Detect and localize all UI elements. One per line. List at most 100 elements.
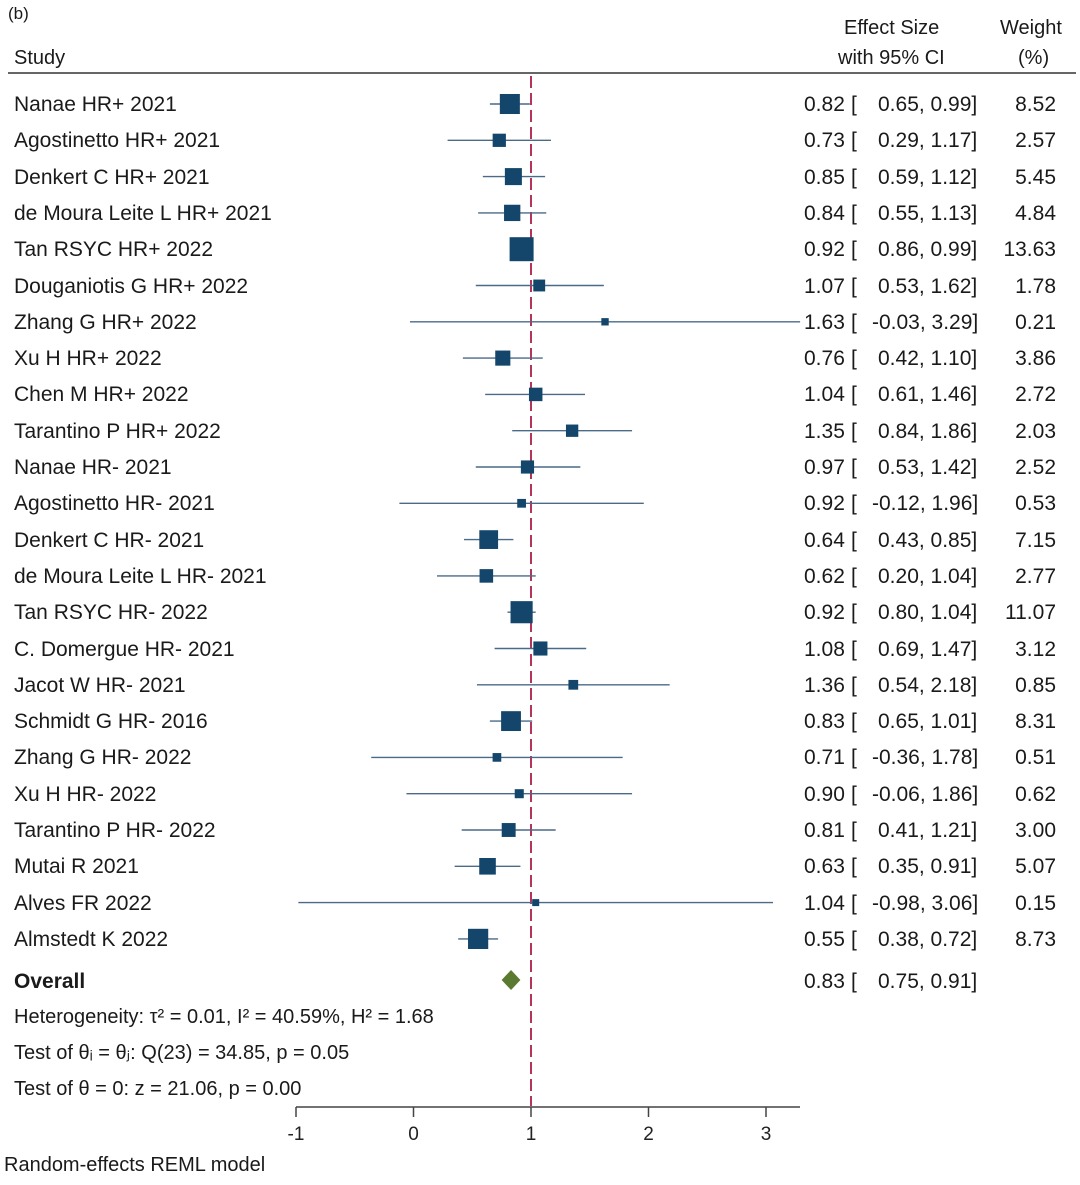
ci-open-bracket: [: [851, 310, 857, 334]
study-marker: [492, 753, 502, 762]
weight: 2.57: [1015, 129, 1056, 153]
ci-open-bracket: [: [851, 564, 857, 588]
ci-open-bracket: [: [851, 347, 857, 371]
weight: 3.12: [1015, 637, 1056, 661]
confidence-interval: 0.84, 1.86]: [878, 419, 978, 443]
effect-size: 0.76: [804, 347, 845, 371]
confidence-interval: 0.59, 1.12]: [878, 165, 978, 189]
study-marker: [533, 279, 546, 292]
study-marker: [499, 93, 520, 115]
ci-open-bracket: [: [851, 855, 857, 879]
study-marker: [510, 601, 533, 624]
effect-size: 1.04: [804, 383, 845, 407]
weight: 2.72: [1015, 383, 1056, 407]
weight: 11.07: [1005, 601, 1056, 625]
effect-size: 1.07: [804, 274, 845, 298]
study-name: Xu H HR+ 2022: [14, 347, 162, 371]
study-name: Douganiotis G HR+ 2022: [14, 274, 249, 298]
study-name: Chen M HR+ 2022: [14, 383, 189, 407]
ci-open-bracket: [: [851, 601, 857, 625]
study-marker: [509, 237, 534, 262]
header-weight: Weight: [1000, 17, 1062, 39]
confidence-interval: 0.65, 0.99]: [878, 93, 978, 116]
ci-open-bracket: [: [851, 528, 857, 552]
study-name: Jacot W HR- 2021: [14, 673, 186, 697]
model-footer: Random-effects REML model: [4, 1154, 266, 1176]
confidence-interval: 0.53, 1.42]: [878, 456, 978, 479]
heterogeneity-text: Heterogeneity: τ² = 0.01, I² = 40.59%, H…: [14, 1006, 434, 1028]
study-name: Tan RSYC HR- 2022: [14, 601, 208, 625]
weight: 0.85: [1015, 673, 1056, 697]
confidence-interval: 0.69, 1.47]: [878, 637, 978, 661]
study-name: Nanae HR+ 2021: [14, 93, 177, 116]
ci-open-bracket: [: [851, 782, 857, 806]
x-tick-label: 3: [761, 1124, 772, 1145]
effect-size: 1.36: [804, 673, 845, 697]
weight: 0.53: [1015, 492, 1056, 516]
effect-size: 0.62: [804, 564, 845, 588]
confidence-interval: -0.98, 3.06]: [872, 891, 979, 915]
weight: 5.45: [1015, 165, 1056, 189]
study-marker: [514, 789, 524, 799]
ci-open-bracket: [: [851, 129, 857, 153]
panel-label: (b): [8, 4, 29, 23]
weight: 3.86: [1015, 347, 1056, 371]
effect-size: 0.90: [804, 782, 845, 806]
weight: 4.84: [1015, 201, 1056, 225]
effect-size: 0.64: [804, 528, 845, 552]
test-zero-text: Test of θ = 0: z = 21.06, p = 0.00: [14, 1078, 302, 1100]
study-name: de Moura Leite L HR+ 2021: [14, 201, 272, 225]
study-name: de Moura Leite L HR- 2021: [14, 564, 267, 588]
study-marker: [532, 899, 540, 907]
study-marker: [517, 498, 526, 508]
effect-size: 0.85: [804, 165, 845, 189]
study-name: Almstedt K 2022: [14, 927, 169, 951]
effect-size: 0.92: [804, 492, 845, 516]
study-name: Tarantino P HR+ 2022: [14, 419, 221, 443]
confidence-interval: 0.38, 0.72]: [878, 927, 978, 951]
ci-open-bracket: [: [851, 637, 857, 661]
study-marker: [601, 318, 609, 326]
effect-size: 1.35: [804, 419, 845, 443]
ci-open-bracket: [: [851, 93, 857, 116]
study-name: Schmidt G HR- 2016: [14, 710, 208, 734]
effect-size: 0.55: [804, 927, 845, 951]
confidence-interval: 0.53, 1.62]: [878, 274, 978, 298]
study-name: Zhang G HR- 2022: [14, 746, 192, 770]
ci-open-bracket: [: [851, 819, 857, 842]
ci-open-bracket: [: [851, 673, 857, 697]
ci-open-bracket: [: [851, 383, 857, 407]
test-equal-text: Test of θᵢ = θⱼ: Q(23) = 34.85, p = 0.05: [14, 1042, 350, 1064]
effect-size: 1.63: [804, 310, 845, 334]
weight: 5.07: [1015, 855, 1056, 879]
overall-diamond: [501, 970, 521, 990]
study-name: Denkert C HR+ 2021: [14, 165, 210, 189]
confidence-interval: 0.42, 1.10]: [878, 347, 978, 371]
weight: 0.21: [1015, 310, 1056, 334]
study-marker: [568, 679, 579, 690]
study-name: Tan RSYC HR+ 2022: [14, 238, 214, 262]
confidence-interval: 0.29, 1.17]: [878, 129, 978, 153]
confidence-interval: 0.61, 1.46]: [878, 383, 978, 407]
study-marker: [495, 350, 511, 366]
study-marker: [501, 823, 516, 837]
study-name: C. Domergue HR- 2021: [14, 637, 235, 661]
study-marker: [479, 530, 499, 549]
study-marker: [520, 460, 535, 474]
confidence-interval: 0.41, 1.21]: [878, 819, 978, 842]
ci-open-bracket: [: [851, 456, 857, 479]
weight: 0.62: [1015, 782, 1056, 806]
study-marker: [479, 569, 494, 583]
effect-size: 0.82: [804, 93, 845, 116]
effect-size: 0.84: [804, 201, 845, 225]
study-name: Denkert C HR- 2021: [14, 528, 205, 552]
confidence-interval: 0.65, 1.01]: [878, 710, 978, 734]
weight: 8.31: [1015, 710, 1056, 734]
header-weight-unit: (%): [1018, 47, 1050, 69]
study-marker: [479, 858, 496, 875]
study-marker: [492, 133, 506, 147]
confidence-interval: 0.43, 0.85]: [878, 528, 978, 552]
ci-open-bracket: [: [851, 710, 857, 734]
weight: 2.03: [1015, 419, 1056, 443]
